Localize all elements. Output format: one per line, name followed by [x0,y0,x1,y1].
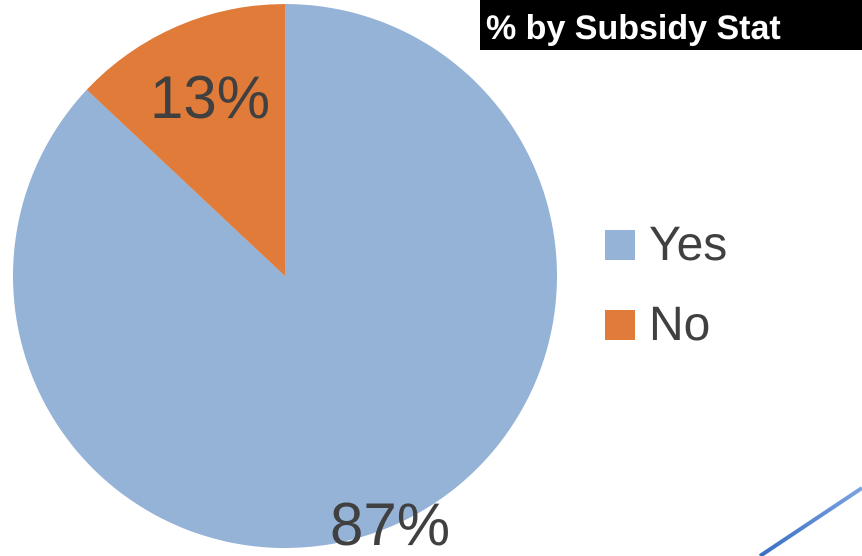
legend-swatch-yes [605,230,635,260]
legend: Yes No [605,218,727,351]
data-label-yes: 87% [330,491,450,556]
legend-label-yes: Yes [649,218,727,271]
decorative-accent-line [758,486,862,556]
pie-data-labels: 87% 13% [150,64,450,556]
legend-swatch-no [605,310,635,340]
data-label-no: 13% [150,64,270,131]
chart-title: % by Subsidy Stat [480,0,862,50]
pie-slices [12,4,558,548]
legend-label-no: No [649,298,710,351]
pie-slice-no [86,4,285,276]
